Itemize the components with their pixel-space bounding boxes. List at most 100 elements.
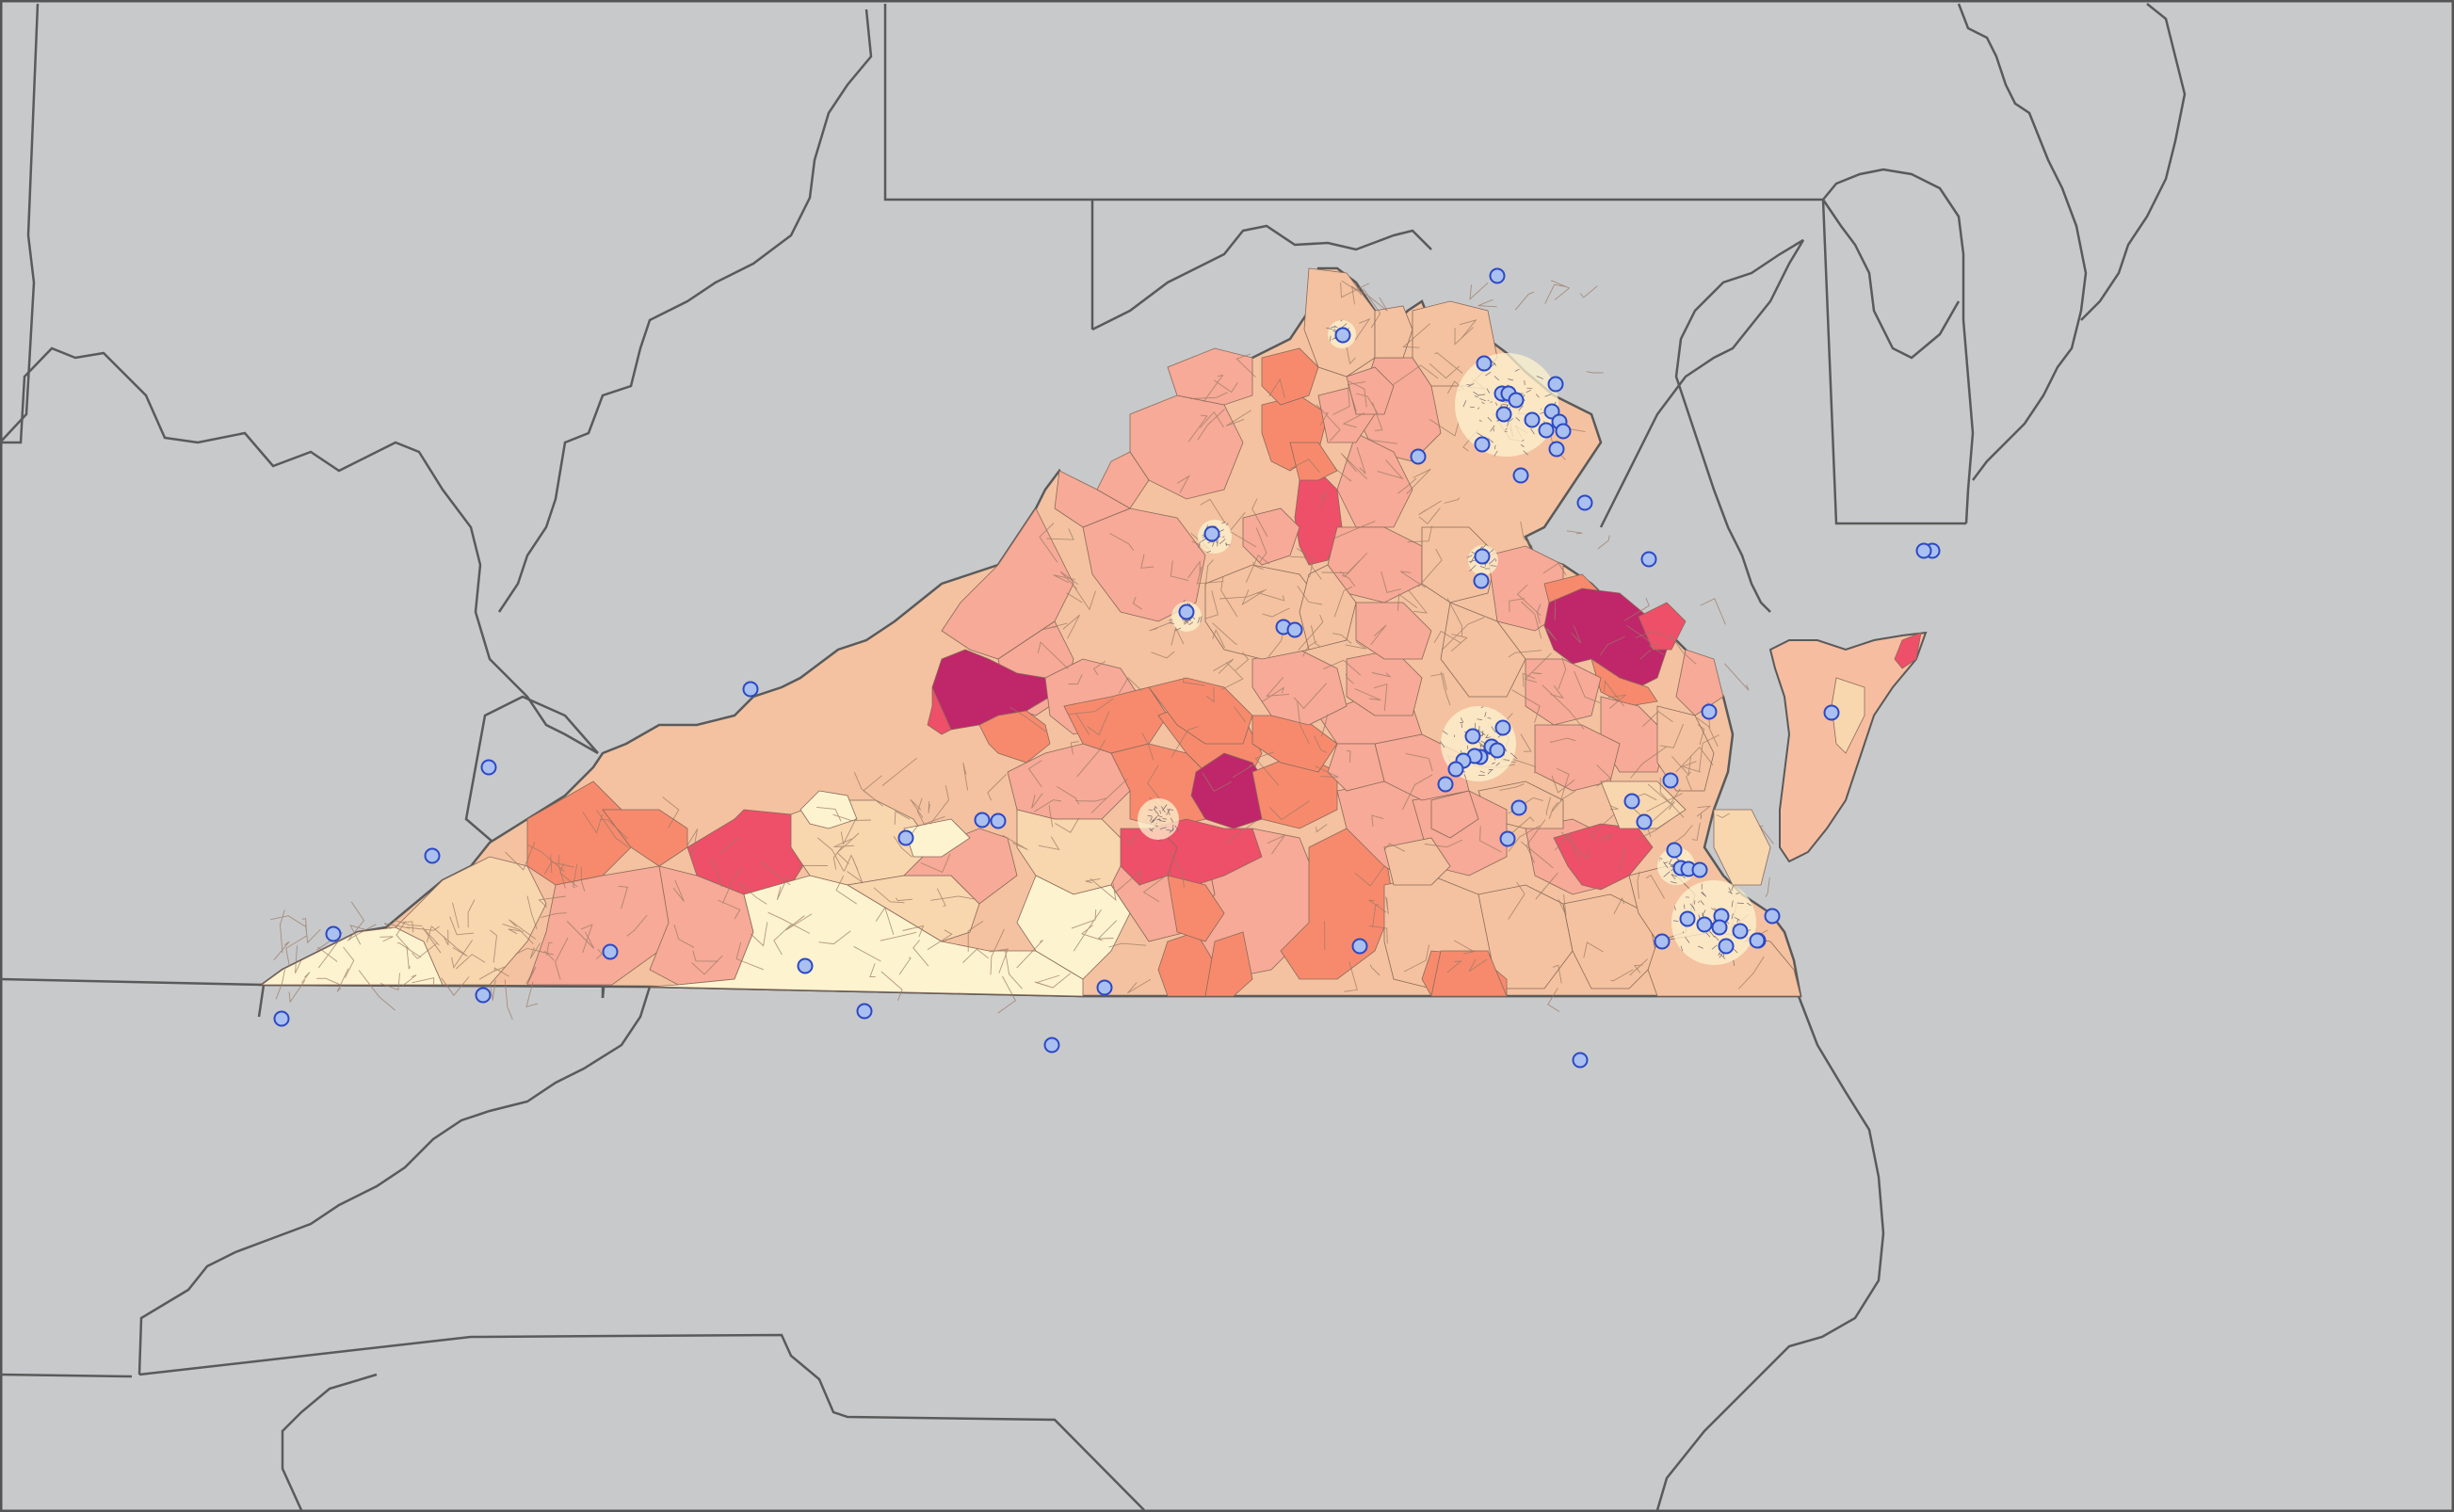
location-marker[interactable]	[1286, 621, 1303, 638]
location-marker[interactable]	[1701, 703, 1718, 720]
tract-line	[580, 866, 586, 892]
location-marker[interactable]	[856, 1003, 873, 1020]
tract-line	[1586, 371, 1604, 374]
location-marker[interactable]	[1489, 267, 1506, 284]
location-marker[interactable]	[1691, 861, 1708, 878]
tract-line	[1418, 507, 1441, 524]
location-marker[interactable]	[1666, 842, 1683, 859]
location-marker[interactable]	[1711, 919, 1728, 936]
cluster-line	[1718, 952, 1720, 957]
location-marker[interactable]	[480, 759, 497, 776]
tract-line	[508, 928, 524, 935]
tract-line	[718, 899, 741, 920]
location-marker[interactable]	[1555, 423, 1572, 440]
location-marker[interactable]	[1351, 938, 1368, 955]
cluster-line	[1206, 550, 1212, 554]
location-marker[interactable]	[1437, 776, 1454, 793]
tract-line	[773, 924, 792, 956]
tract-line	[1508, 650, 1542, 658]
tract-line	[1235, 651, 1250, 671]
location-marker[interactable]	[1548, 441, 1565, 458]
location-marker[interactable]	[1764, 908, 1781, 925]
location-marker[interactable]	[1640, 551, 1657, 568]
tract-line	[817, 837, 845, 872]
tract-line	[1368, 899, 1387, 913]
tract-line	[451, 940, 473, 969]
location-marker[interactable]	[1494, 719, 1511, 736]
location-marker[interactable]	[1749, 932, 1766, 949]
location-marker[interactable]	[1538, 422, 1555, 439]
location-marker[interactable]	[273, 1010, 290, 1027]
location-marker[interactable]	[1043, 1037, 1060, 1054]
location-marker[interactable]	[742, 681, 759, 698]
tract-line	[1604, 680, 1624, 707]
tract-line	[1212, 622, 1238, 645]
location-marker[interactable]	[475, 987, 492, 1004]
location-marker[interactable]	[1662, 772, 1679, 789]
location-marker[interactable]	[1096, 979, 1113, 996]
location-marker[interactable]	[1679, 910, 1696, 927]
cluster-line	[1491, 762, 1495, 764]
cluster-line	[1481, 401, 1485, 405]
tract-line	[873, 887, 905, 904]
location-marker[interactable]	[1473, 572, 1490, 589]
location-marker[interactable]	[1696, 916, 1713, 933]
location-marker[interactable]	[1474, 436, 1491, 453]
cluster-line	[1711, 908, 1717, 911]
location-marker[interactable]	[1623, 793, 1640, 810]
location-marker[interactable]	[1474, 548, 1491, 565]
cluster-line	[1172, 824, 1174, 831]
location-marker[interactable]	[1410, 448, 1427, 465]
location-marker[interactable]	[602, 943, 619, 960]
location-marker[interactable]	[1512, 467, 1529, 484]
location-marker[interactable]	[897, 829, 914, 846]
tract-line	[1545, 796, 1552, 816]
location-marker[interactable]	[1334, 327, 1351, 344]
tract-line	[1637, 871, 1640, 899]
location-marker[interactable]	[1732, 923, 1749, 940]
tract-line	[280, 909, 285, 954]
location-marker[interactable]	[1572, 1052, 1589, 1069]
location-marker[interactable]	[1915, 542, 1932, 559]
location-marker[interactable]	[1476, 355, 1493, 372]
location-marker[interactable]	[1508, 392, 1525, 409]
location-marker[interactable]	[1499, 830, 1516, 847]
location-marker[interactable]	[1489, 742, 1506, 759]
location-marker[interactable]	[1823, 704, 1840, 721]
location-marker[interactable]	[1464, 728, 1481, 745]
tract-line	[927, 929, 953, 950]
chesapeake-west-shore	[1599, 238, 1805, 613]
tract-line	[1459, 319, 1477, 338]
location-marker[interactable]	[1654, 933, 1671, 950]
location-marker[interactable]	[1510, 799, 1527, 816]
tract-line	[316, 946, 338, 962]
location-marker[interactable]	[424, 847, 441, 864]
location-marker[interactable]	[1203, 525, 1220, 542]
location-marker[interactable]	[1547, 376, 1564, 393]
tract-line	[347, 901, 365, 941]
location-marker[interactable]	[325, 925, 342, 942]
cluster-line	[1509, 418, 1513, 423]
tract-line	[1583, 941, 1604, 958]
tract-line	[626, 914, 648, 937]
tract-line	[1542, 684, 1585, 730]
cluster-line	[1540, 408, 1542, 410]
cluster-line	[1510, 752, 1518, 760]
location-marker[interactable]	[1495, 406, 1512, 423]
location-marker[interactable]	[990, 812, 1007, 829]
location-marker[interactable]	[1718, 938, 1735, 955]
tract-line	[1700, 598, 1726, 625]
location-marker[interactable]	[1524, 411, 1541, 428]
location-marker[interactable]	[974, 812, 991, 828]
cluster-line	[1663, 861, 1669, 868]
location-marker[interactable]	[1576, 494, 1593, 511]
location-marker[interactable]	[797, 957, 814, 974]
location-marker[interactable]	[1636, 813, 1653, 830]
cluster-line	[1156, 814, 1163, 818]
tract-line	[407, 925, 440, 931]
location-marker[interactable]	[1447, 761, 1464, 778]
location-marker[interactable]	[1178, 603, 1195, 620]
tract-line	[1200, 498, 1226, 524]
